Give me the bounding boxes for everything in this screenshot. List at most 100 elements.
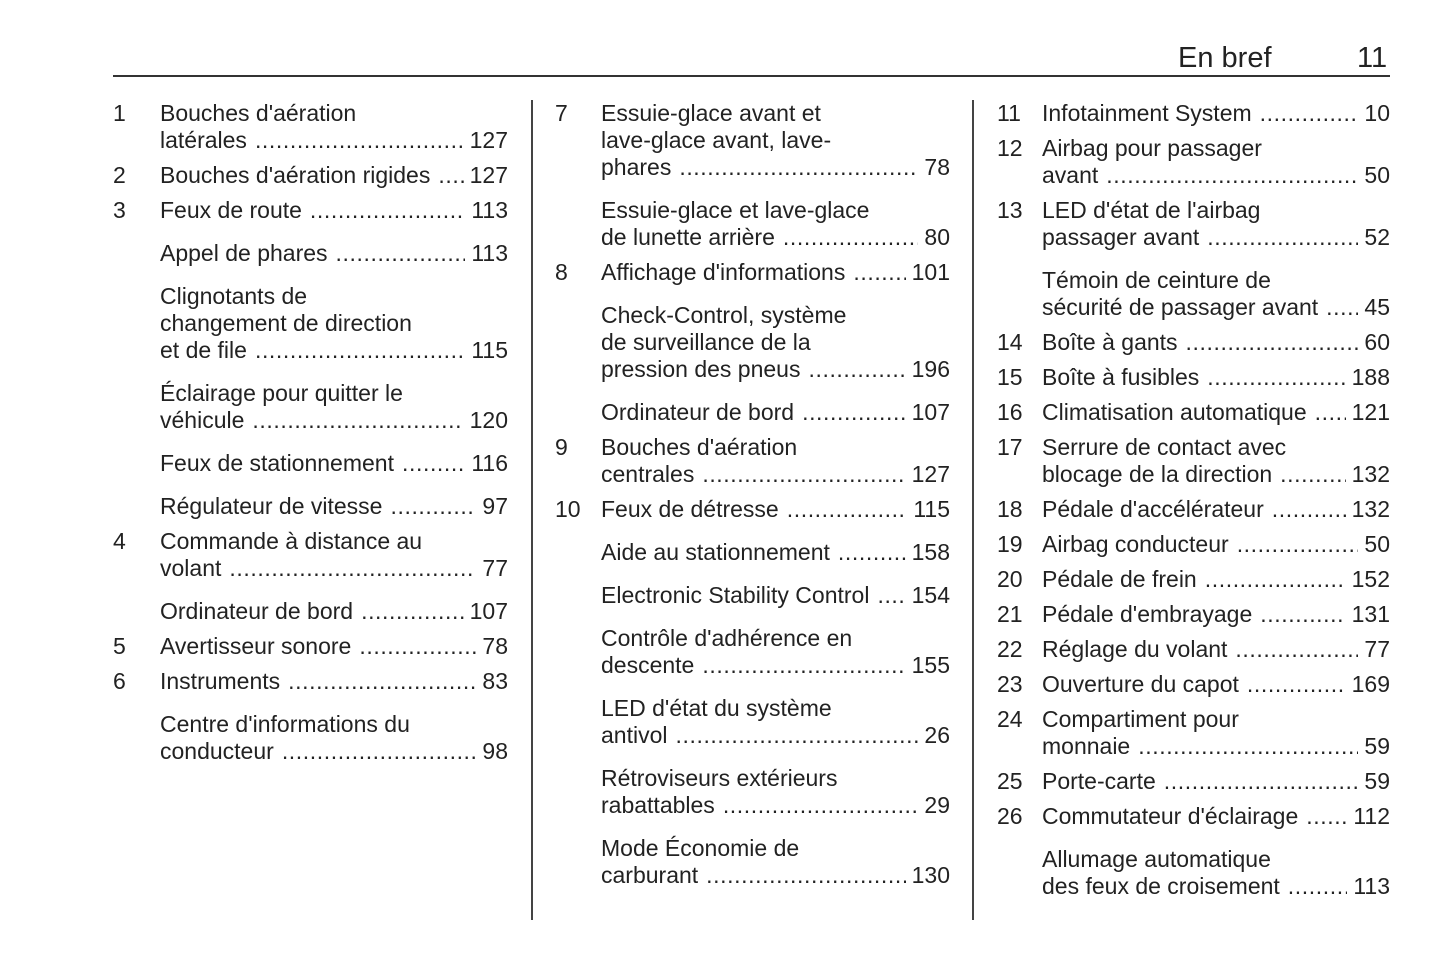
index-entry: Ordinateur de bord......................… — [113, 598, 508, 625]
page-reference: 158 — [911, 539, 950, 565]
column-divider — [531, 100, 533, 920]
entry-number: 25 — [997, 768, 1023, 794]
entry-text: Infotainment System.....................… — [1042, 100, 1390, 127]
index-entry: Éclairage pour quitter le véhicule.......… — [113, 380, 508, 434]
entry-line: Pédale d'embrayage — [1042, 601, 1253, 627]
leader-dots: ........................................… — [1207, 224, 1359, 250]
entry-number: 10 — [555, 496, 581, 522]
leader-dots: ........................................… — [1235, 636, 1358, 662]
page-reference: 26 — [924, 722, 950, 748]
index-entry: 2 Bouches d'aération rigides.............… — [113, 162, 508, 189]
index-entry: Electronic Stability Control............… — [555, 582, 950, 609]
leader-dots: ........................................… — [786, 496, 908, 522]
leader-dots: ........................................… — [335, 240, 466, 266]
index-entry: Check-Control, système de surveillance de… — [555, 302, 950, 383]
index-entry: 18 Pédale d'accélérateur.................… — [997, 496, 1390, 523]
entry-last-line: Porte-carte.............................… — [1042, 768, 1390, 795]
entry-last-line: centrales...............................… — [601, 461, 950, 488]
leader-dots: ........................................… — [1106, 162, 1358, 188]
index-entry: 9 Bouches d'aération centrales............… — [555, 434, 950, 488]
entry-text: Feux de stationnement...................… — [160, 450, 508, 477]
index-entry: 19 Airbag conducteur.....................… — [997, 531, 1390, 558]
page-reference: 196 — [911, 356, 950, 382]
leader-dots: ........................................… — [808, 356, 906, 382]
entry-line: Electronic Stability Control — [601, 582, 870, 608]
entry-line: pression des pneus — [601, 356, 801, 382]
entry-line: Check-Control, système — [601, 302, 847, 328]
index-entry: Régulateur de vitesse...................… — [113, 493, 508, 520]
leader-dots: ........................................… — [252, 407, 463, 433]
entry-last-line: pression des pneus......................… — [601, 356, 950, 383]
entry-line: latérales — [160, 127, 247, 153]
leader-dots: ........................................… — [229, 555, 476, 581]
entry-last-line: véhicule................................… — [160, 407, 508, 434]
entry-line: Bouches d'aération — [601, 434, 798, 460]
page-reference: 10 — [1364, 100, 1390, 126]
section-title: En bref — [1178, 42, 1272, 74]
page-reference: 80 — [924, 224, 950, 250]
entry-last-line: Réglage du volant.......................… — [1042, 636, 1390, 663]
leader-dots: ........................................… — [1236, 531, 1359, 557]
entry-line: Mode Économie de — [601, 835, 800, 861]
index-column-3: 11 Infotainment System...................… — [997, 100, 1390, 900]
leader-dots: ........................................… — [853, 259, 905, 285]
leader-dots: ........................................… — [254, 127, 464, 153]
entry-number: 26 — [997, 803, 1023, 829]
leader-dots: ........................................… — [706, 862, 906, 888]
index-entry: Aide au stationnement...................… — [555, 539, 950, 566]
entry-text: Centre d'informations du conducteur......… — [160, 711, 508, 765]
entry-last-line: rabattables.............................… — [601, 792, 950, 819]
entry-line: Boîte à gants — [1042, 329, 1178, 355]
page-reference: 78 — [482, 633, 508, 659]
page-reference: 78 — [924, 154, 950, 180]
page-reference: 115 — [471, 337, 508, 363]
entry-number: 3 — [113, 197, 126, 223]
entry-last-line: Feux de détresse........................… — [601, 496, 950, 523]
entry-text: Mode Économie de carburant...............… — [601, 835, 950, 889]
entry-last-line: Pédale d'embrayage......................… — [1042, 601, 1390, 628]
entry-line: Témoin de ceinture de — [1042, 267, 1271, 293]
leader-dots: ........................................… — [1259, 100, 1359, 126]
page-reference: 127 — [469, 127, 508, 153]
page-reference: 52 — [1364, 224, 1390, 250]
header-rule — [113, 75, 1390, 77]
entry-last-line: conducteur..............................… — [160, 738, 508, 765]
entry-last-line: Climatisation automatique...............… — [1042, 399, 1390, 426]
index-entry: Feux de stationnement...................… — [113, 450, 508, 477]
entry-line: Ouverture du capot — [1042, 671, 1239, 697]
entry-line: Contrôle d'adhérence en — [601, 625, 853, 651]
entry-line: Centre d'informations du — [160, 711, 410, 737]
index-entry: 1 Bouches d'aération latérales............… — [113, 100, 508, 154]
leader-dots: ........................................… — [1138, 733, 1358, 759]
index-entry: Contrôle d'adhérence en descente.........… — [555, 625, 950, 679]
entry-last-line: de lunette arrière......................… — [601, 224, 950, 251]
entry-text: Check-Control, système de surveillance de… — [601, 302, 950, 383]
column-divider — [972, 100, 974, 920]
entry-last-line: et de file..............................… — [160, 337, 508, 364]
index-entry: 15 Boîte à fusibles......................… — [997, 364, 1390, 391]
page-reference: 116 — [471, 450, 508, 476]
page-reference: 50 — [1364, 162, 1390, 188]
entry-text: Essuie-glace et lave-glace de lunette arr… — [601, 197, 950, 251]
index-entry: Rétroviseurs extérieurs rabattables......… — [555, 765, 950, 819]
entry-line: carburant — [601, 862, 699, 888]
entry-number: 17 — [997, 434, 1023, 460]
entry-last-line: Commutateur d'éclairage.................… — [1042, 803, 1390, 830]
entry-line: Bouches d'aération — [160, 100, 357, 126]
entry-text: Clignotants de changement de direction et … — [160, 283, 508, 364]
entry-line: Serrure de contact avec — [1042, 434, 1287, 460]
entry-last-line: phares..................................… — [601, 154, 950, 181]
entry-text: Feux de détresse........................… — [601, 496, 950, 523]
entry-line: avant — [1042, 162, 1099, 188]
entry-last-line: blocage de la direction.................… — [1042, 461, 1390, 488]
page-reference: 121 — [1351, 399, 1390, 425]
entry-line: Ordinateur de bord — [160, 598, 354, 624]
page-reference: 112 — [1353, 803, 1390, 829]
entry-line: changement de direction — [160, 310, 412, 336]
index-entry: 10 Feux de détresse......................… — [555, 496, 950, 523]
page-reference: 155 — [911, 652, 950, 678]
page-reference: 29 — [924, 792, 950, 818]
entry-number: 19 — [997, 531, 1023, 557]
entry-text: Bouches d'aération rigides..............… — [160, 162, 508, 189]
page-reference: 50 — [1364, 531, 1390, 557]
